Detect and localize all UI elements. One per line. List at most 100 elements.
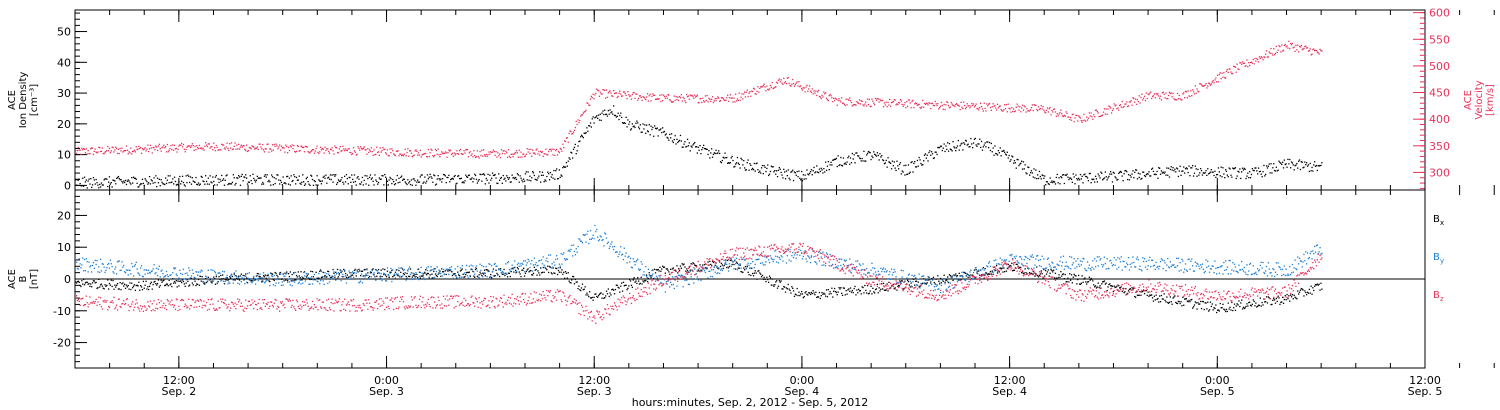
velocity-series-point	[252, 145, 254, 148]
density-series-point	[973, 138, 976, 140]
density-series-point	[673, 138, 675, 141]
by-series-point	[121, 261, 123, 263]
density-series-point	[965, 140, 967, 142]
bx-series-point	[173, 282, 175, 284]
density-series-point	[729, 162, 731, 164]
bx-series-point	[797, 294, 799, 297]
velocity-series-point	[723, 99, 725, 101]
bx-series-point	[643, 281, 645, 283]
velocity-series-point	[352, 152, 354, 155]
density-series-point	[894, 167, 896, 169]
bx-series-point	[1216, 311, 1218, 314]
density-series-point	[283, 182, 285, 184]
density-series-point	[486, 179, 488, 181]
density-series-point	[1208, 172, 1211, 174]
bx-series-point	[802, 297, 804, 299]
velocity-series-point	[260, 146, 262, 148]
density-series-point	[161, 181, 163, 183]
bx-series-point	[995, 269, 997, 271]
bx-series-point	[418, 271, 421, 273]
density-series-point	[611, 111, 613, 113]
bx-series-point	[504, 274, 506, 277]
by-series-point	[88, 261, 90, 263]
by-series-point	[567, 250, 569, 252]
velocity-series-point	[1293, 46, 1295, 48]
density-series-point	[1245, 177, 1247, 180]
density-series-point	[681, 146, 683, 148]
bx-series-point	[1150, 294, 1152, 297]
density-series-point	[457, 175, 459, 177]
density-series-point	[364, 175, 366, 177]
velocity-series-point	[221, 143, 223, 145]
density-series-point	[205, 175, 207, 177]
density-series-point	[551, 174, 553, 176]
density-series-point	[86, 187, 88, 189]
velocity-series-point	[1118, 109, 1120, 111]
velocity-series-point	[504, 153, 506, 155]
velocity-series-point	[290, 146, 292, 148]
density-series-point	[368, 184, 370, 186]
density-series-point	[906, 173, 908, 176]
density-series-point	[320, 183, 323, 185]
density-series-point	[394, 183, 397, 185]
velocity-series-point	[580, 115, 582, 117]
velocity-series-point	[960, 101, 962, 103]
bx-series-point	[1009, 264, 1011, 267]
by-series-point	[279, 272, 281, 274]
by-series-point	[505, 263, 507, 265]
bx-series-point	[683, 263, 685, 265]
density-series-point	[384, 173, 386, 176]
velocity-series-point	[599, 91, 601, 93]
bx-series-point	[753, 272, 755, 274]
bx-series-point	[1257, 304, 1260, 306]
density-series-point	[798, 170, 800, 172]
density-series-point	[1163, 172, 1165, 174]
bx-series-point	[931, 278, 934, 280]
bx-series-point	[368, 277, 370, 279]
bx-series-point	[120, 289, 122, 291]
density-series-point	[728, 162, 731, 164]
velocity-series-point	[381, 149, 383, 152]
by-series-point	[510, 268, 512, 270]
velocity-series-point	[303, 146, 305, 149]
velocity-series-point	[111, 146, 113, 148]
velocity-series-point	[398, 155, 400, 157]
bx-series-point	[1162, 298, 1164, 300]
density-series-point	[856, 152, 858, 154]
bx-series-point	[1118, 285, 1120, 287]
density-series-point	[1034, 177, 1036, 179]
velocity-series-point	[941, 104, 943, 107]
density-series-point	[629, 129, 632, 131]
bx-series-point	[598, 293, 601, 296]
bx-series-point	[684, 266, 686, 268]
density-series-point	[1280, 162, 1282, 164]
velocity-series-point	[471, 153, 473, 155]
bx-series-point	[343, 268, 345, 271]
by-series-point	[638, 268, 640, 270]
velocity-series-point	[652, 93, 654, 95]
by-series-point	[415, 271, 417, 274]
velocity-series-point	[546, 153, 548, 156]
density-series-point	[919, 159, 921, 161]
bx-series-point	[122, 282, 124, 284]
bx-series-point	[647, 277, 649, 280]
by-series-point	[434, 268, 437, 270]
density-axis-title-line: [cm⁻³]	[29, 84, 40, 116]
density-series-point	[500, 176, 503, 179]
velocity-series-point	[867, 104, 870, 106]
bx-series-point	[663, 266, 666, 268]
density-series-point	[835, 157, 837, 160]
by-series-point	[116, 261, 119, 263]
density-series-point	[447, 176, 449, 179]
velocity-series-point	[172, 144, 174, 146]
density-series-point	[466, 176, 468, 178]
by-series-point	[218, 272, 220, 274]
density-series-point	[271, 174, 273, 176]
density-series-point	[279, 183, 281, 185]
velocity-series-point	[254, 147, 257, 149]
velocity-series-point	[189, 146, 192, 149]
bx-series-point	[711, 260, 714, 262]
by-series-point	[414, 276, 416, 278]
velocity-series-point	[583, 111, 585, 113]
density-series-point	[191, 177, 193, 179]
